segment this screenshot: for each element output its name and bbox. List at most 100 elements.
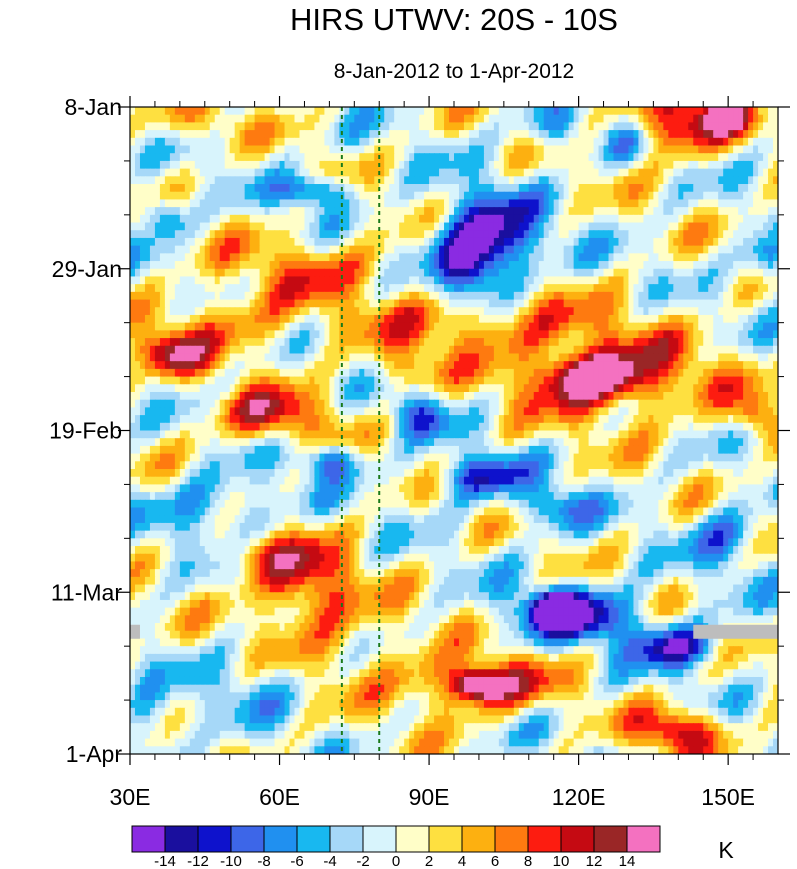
heatmap-cell bbox=[229, 368, 236, 378]
heatmap-cell bbox=[214, 130, 221, 139]
heatmap-cell bbox=[573, 184, 580, 193]
heatmap-cell bbox=[214, 284, 221, 293]
heatmap-cell bbox=[289, 299, 296, 308]
heatmap-cell bbox=[773, 245, 778, 254]
heatmap-cell bbox=[439, 338, 445, 347]
heatmap-cell bbox=[463, 199, 470, 208]
heatmap-cell bbox=[284, 137, 291, 147]
heatmap-cell bbox=[578, 230, 585, 239]
heatmap-cell bbox=[643, 160, 649, 170]
heatmap-cell bbox=[593, 222, 600, 231]
heatmap-cell bbox=[234, 130, 241, 139]
heatmap-cell bbox=[139, 399, 146, 408]
heatmap-cell bbox=[628, 145, 635, 154]
heatmap-cell bbox=[678, 291, 684, 301]
heatmap-cell bbox=[249, 314, 256, 324]
heatmap-cell bbox=[553, 276, 560, 285]
heatmap-cell bbox=[439, 330, 445, 339]
heatmap-cell bbox=[449, 253, 455, 262]
heatmap-cell bbox=[379, 399, 385, 408]
heatmap-cell bbox=[344, 268, 350, 278]
heatmap-cell bbox=[553, 322, 560, 331]
heatmap-cell bbox=[508, 361, 515, 370]
heatmap-cell bbox=[379, 353, 385, 362]
heatmap-cell bbox=[219, 237, 226, 247]
heatmap-cell bbox=[613, 353, 620, 362]
heatmap-cell bbox=[698, 353, 704, 362]
heatmap-cell bbox=[254, 314, 261, 324]
heatmap-cell bbox=[723, 145, 729, 154]
heatmap-cell bbox=[409, 245, 415, 254]
heatmap-cell bbox=[768, 322, 774, 331]
heatmap-cell bbox=[663, 199, 669, 208]
heatmap-cell bbox=[199, 330, 206, 339]
heatmap-cell bbox=[204, 207, 211, 216]
heatmap-cell bbox=[314, 153, 321, 162]
heatmap-cell bbox=[259, 322, 266, 331]
heatmap-cell bbox=[563, 314, 570, 324]
heatmap-cell bbox=[503, 107, 510, 116]
heatmap-cell bbox=[743, 384, 749, 393]
heatmap-cell bbox=[588, 291, 595, 301]
heatmap-cell bbox=[199, 207, 206, 216]
heatmap-cell bbox=[314, 107, 321, 116]
heatmap-cell bbox=[254, 214, 261, 224]
heatmap-cell bbox=[414, 122, 420, 131]
heatmap-cell bbox=[643, 322, 649, 331]
heatmap-cell bbox=[673, 322, 679, 331]
heatmap-cell bbox=[324, 199, 330, 208]
heatmap-cell bbox=[728, 261, 734, 270]
heatmap-cell bbox=[149, 222, 156, 231]
heatmap-cell bbox=[718, 253, 724, 262]
heatmap-cell bbox=[648, 245, 654, 254]
heatmap-cell bbox=[518, 222, 525, 231]
heatmap-cell bbox=[299, 330, 306, 339]
heatmap-cell bbox=[254, 330, 261, 339]
heatmap-cell bbox=[139, 276, 146, 285]
heatmap-cell bbox=[329, 137, 335, 147]
heatmap-cell bbox=[409, 222, 415, 231]
heatmap-cell bbox=[473, 276, 480, 285]
heatmap-cell bbox=[130, 268, 136, 278]
heatmap-cell bbox=[538, 114, 545, 123]
heatmap-cell bbox=[399, 253, 405, 262]
heatmap-cell bbox=[688, 261, 694, 270]
heatmap-cell bbox=[493, 237, 500, 247]
heatmap-cell bbox=[758, 299, 764, 308]
heatmap-cell bbox=[463, 191, 470, 201]
heatmap-cell bbox=[399, 214, 405, 224]
heatmap-cell bbox=[319, 353, 325, 362]
heatmap-cell bbox=[304, 222, 311, 231]
heatmap-cell bbox=[299, 207, 306, 216]
heatmap-cell bbox=[294, 207, 301, 216]
heatmap-cell bbox=[543, 122, 550, 131]
heatmap-cell bbox=[743, 338, 749, 347]
heatmap-cell bbox=[164, 353, 171, 362]
heatmap-cell bbox=[523, 191, 530, 201]
heatmap-cell bbox=[473, 214, 480, 224]
heatmap-cell bbox=[718, 345, 724, 355]
heatmap-cell bbox=[693, 261, 699, 270]
heatmap-cell bbox=[713, 322, 719, 331]
heatmap-cell bbox=[658, 137, 664, 147]
heatmap-cell bbox=[768, 222, 774, 231]
heatmap-cell bbox=[518, 384, 525, 393]
heatmap-cell bbox=[718, 291, 724, 301]
heatmap-cell bbox=[578, 368, 585, 378]
heatmap-cell bbox=[419, 338, 425, 347]
heatmap-cell bbox=[763, 361, 769, 370]
heatmap-cell bbox=[598, 160, 605, 170]
heatmap-cell bbox=[688, 376, 694, 385]
heatmap-cell bbox=[219, 322, 226, 331]
heatmap-cell bbox=[219, 214, 226, 224]
heatmap-cell bbox=[244, 199, 251, 208]
heatmap-cell bbox=[259, 207, 266, 216]
heatmap-cell bbox=[583, 253, 590, 262]
heatmap-cell bbox=[503, 222, 510, 231]
heatmap-cell bbox=[234, 122, 241, 131]
heatmap-cell bbox=[568, 168, 575, 177]
heatmap-cell bbox=[758, 207, 764, 216]
heatmap-cell bbox=[154, 345, 161, 355]
heatmap-cell bbox=[468, 361, 475, 370]
heatmap-cell bbox=[598, 245, 605, 254]
